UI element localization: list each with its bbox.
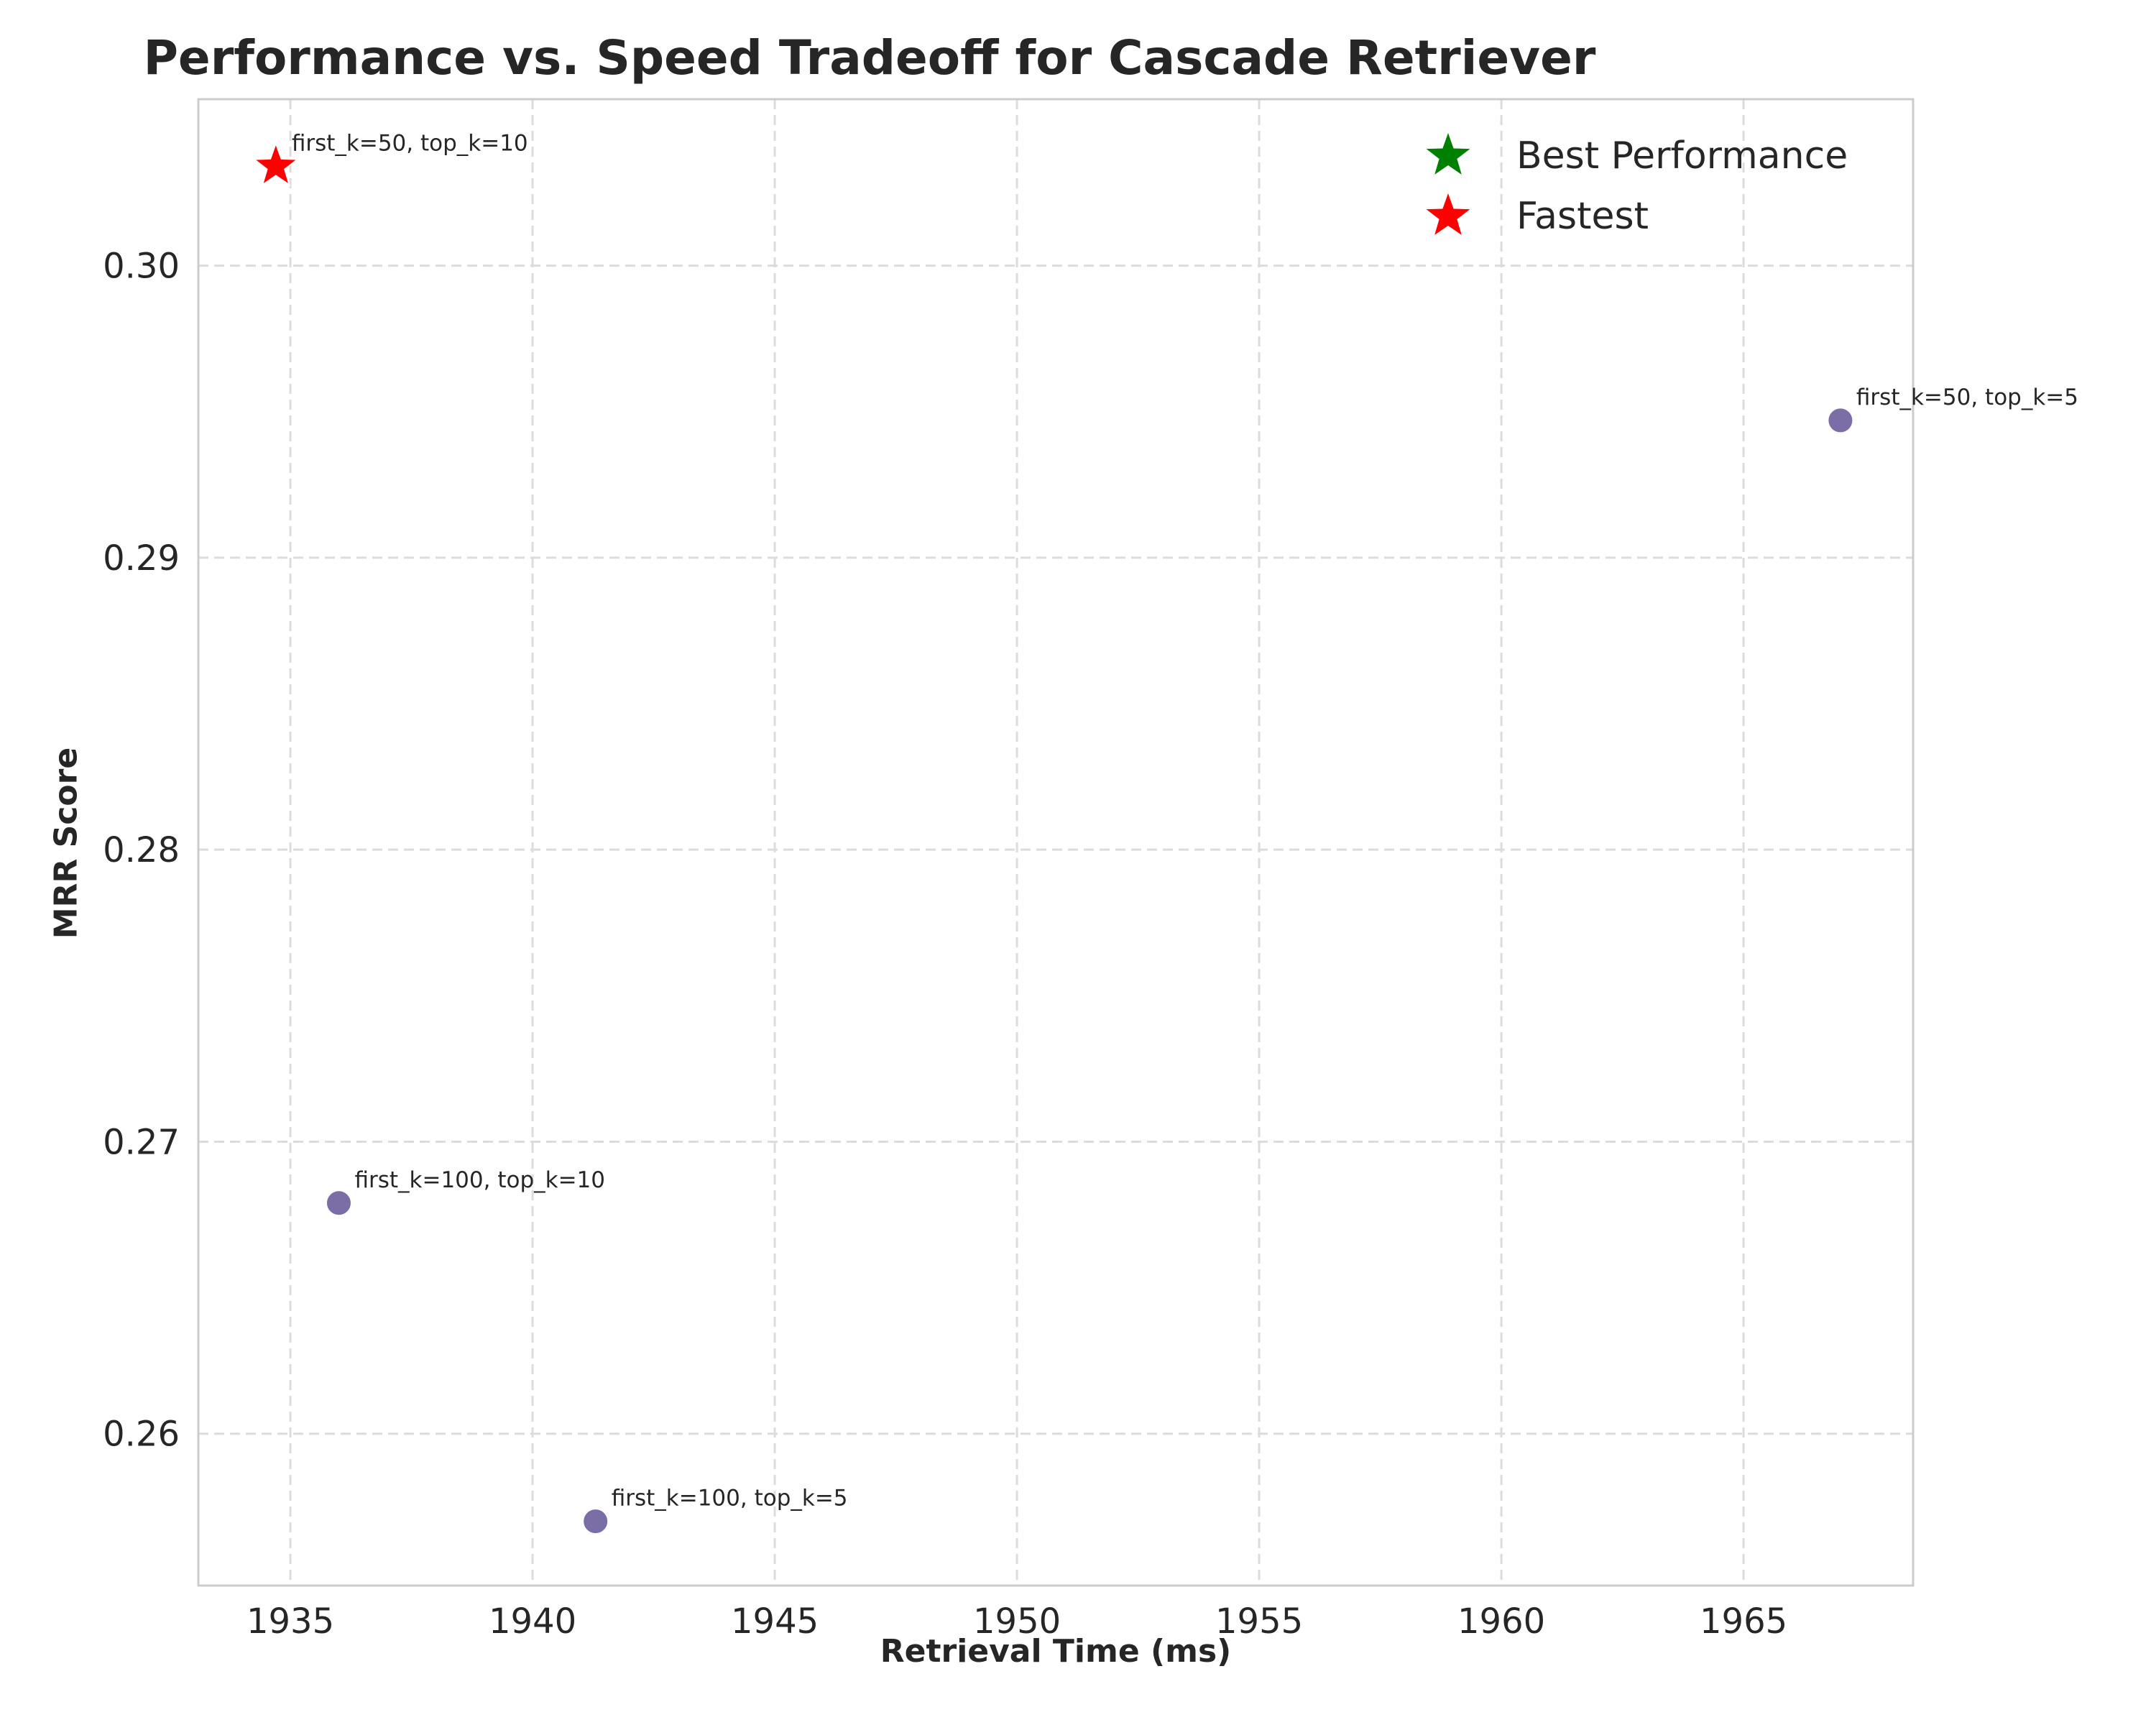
x-tick-label: 1960 bbox=[1457, 1601, 1545, 1642]
y-tick-label: 0.30 bbox=[103, 247, 180, 287]
legend-star-marker bbox=[1426, 193, 1470, 235]
point-label: first_k=100, top_k=5 bbox=[612, 1486, 848, 1512]
legend-item-best-performance: Best Performance bbox=[1419, 126, 1901, 186]
legend-label: Fastest bbox=[1516, 195, 1649, 238]
y-tick-label: 0.28 bbox=[103, 830, 180, 870]
y-axis-label: MRR Score bbox=[47, 747, 85, 939]
x-axis-label: Retrieval Time (ms) bbox=[880, 1633, 1232, 1670]
x-tick-label: 1940 bbox=[489, 1601, 576, 1642]
x-tick-label: 1950 bbox=[973, 1601, 1061, 1642]
point-layer: first_k=50, top_k=10 first_k=50, top_k=5f… bbox=[252, 130, 2078, 1536]
plot-frame bbox=[197, 98, 1915, 1587]
legend-label: Best Performance bbox=[1516, 134, 1848, 178]
point-label: first_k=50, top_k=5 bbox=[1856, 385, 2078, 410]
fastest-point-star bbox=[252, 141, 300, 187]
legend: Best Performance Fastest bbox=[1419, 126, 1901, 247]
legend-star-marker bbox=[1426, 133, 1470, 175]
data-point bbox=[1826, 406, 1855, 435]
y-tick-label: 0.29 bbox=[103, 538, 180, 579]
x-tick-label: 1955 bbox=[1215, 1601, 1303, 1642]
y-tick-label: 0.27 bbox=[103, 1122, 180, 1162]
chart-title: Performance vs. Speed Tradeoff for Casca… bbox=[143, 30, 1596, 86]
y-tick-label: 0.26 bbox=[103, 1414, 180, 1455]
data-point bbox=[324, 1189, 353, 1218]
legend-item-fastest: Fastest bbox=[1419, 186, 1901, 247]
x-tick-label: 1965 bbox=[1700, 1601, 1787, 1642]
green-star-icon bbox=[1426, 133, 1470, 175]
point-label: first_k=100, top_k=10 bbox=[354, 1167, 605, 1193]
red-star-icon bbox=[1426, 193, 1470, 235]
tick-layer: 1935 1940 1945 1950 1955 1960 1965 0.26 0.27 0.28… bbox=[103, 247, 1787, 1642]
x-tick-label: 1935 bbox=[247, 1601, 334, 1642]
data-point bbox=[581, 1507, 610, 1536]
x-tick-label: 1945 bbox=[731, 1601, 819, 1642]
grid-layer bbox=[198, 99, 1913, 1586]
point-label: first_k=50, top_k=10 bbox=[292, 130, 528, 156]
